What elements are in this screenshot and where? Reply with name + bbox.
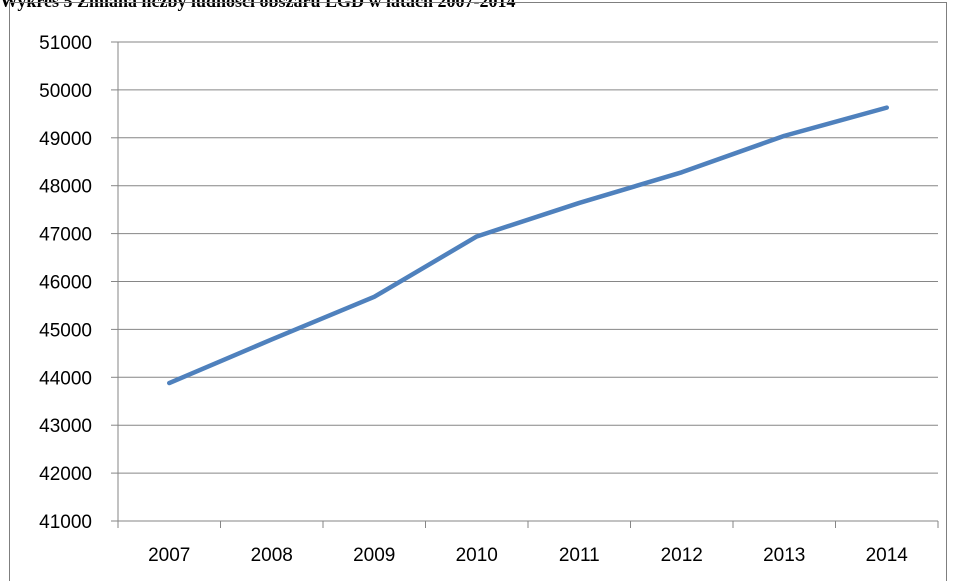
y-tick-label-48000: 48000	[39, 177, 92, 198]
x-tick-label-2012: 2012	[661, 545, 703, 566]
series-line-0	[169, 108, 887, 383]
x-tick-label-2011: 2011	[559, 545, 600, 566]
x-tick-label-2013: 2013	[763, 545, 805, 566]
y-tick-label-41000: 41000	[39, 512, 92, 533]
y-tick-label-44000: 44000	[39, 368, 92, 389]
y-tick-label-45000: 45000	[39, 320, 92, 341]
x-tick-label-2007: 2007	[148, 545, 190, 566]
y-tick-label-50000: 50000	[39, 81, 92, 102]
y-tick-label-47000: 47000	[39, 225, 92, 246]
y-tick-label-49000: 49000	[39, 129, 92, 150]
axes	[111, 42, 938, 528]
x-tick-label-2010: 2010	[456, 545, 498, 566]
x-tick-label-2008: 2008	[251, 545, 293, 566]
gridlines	[118, 42, 938, 473]
y-tick-label-43000: 43000	[39, 416, 92, 437]
x-tick-label-2009: 2009	[353, 545, 395, 566]
x-tick-label-2014: 2014	[866, 545, 909, 566]
y-tick-label-51000: 51000	[39, 33, 92, 54]
y-tick-label-42000: 42000	[39, 464, 92, 485]
y-tick-labels: 41000 42000 43000 44000 45000 46000 47000 48000…	[39, 33, 92, 533]
x-tick-labels: 2007 2008 2009 2010 2011 2012 2013 2014	[148, 545, 908, 566]
y-tick-label-46000: 46000	[39, 273, 92, 294]
series-layer	[169, 108, 887, 384]
